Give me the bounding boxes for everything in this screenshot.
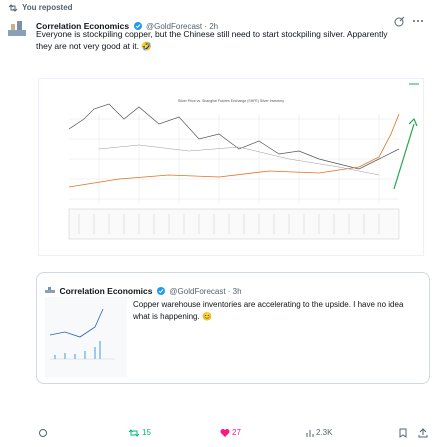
grok-icon[interactable] [393,16,405,28]
verified-badge [133,22,142,30]
quoted-author: Correlation Economics [59,286,153,296]
bookmark-button[interactable] [398,428,408,438]
repost-button[interactable] [128,429,140,437]
tweet-text: Everyone is stockpiling copper, but the … [36,29,388,51]
quoted-text: Copper warehouse inventories are acceler… [133,300,404,321]
more-icon[interactable] [412,18,424,24]
quoted-avatar [45,287,55,293]
views-icon[interactable] [305,428,315,438]
verified-badge [156,287,165,295]
author-name[interactable]: Correlation Economics [36,21,130,31]
repost-label: You reposted [22,3,73,12]
image-title: Silver Price vs. Shanghai Futures Exchan… [177,99,284,103]
quoted-thumbnail [45,297,127,377]
chart-image[interactable]: Silver Price vs. Shanghai Futures Exchan… [38,78,424,256]
action-bar: 15 27 2.3K [0,426,440,442]
author-line: Correlation Economics @GoldForecast · 2h [36,16,218,34]
like-button[interactable] [220,428,230,438]
reply-button[interactable] [38,428,48,438]
quoted-meta: @GoldForecast · 3h [169,287,242,296]
view-count: 2.3K [316,428,333,437]
repost-count: 15 [142,428,151,437]
avatar[interactable] [6,18,28,40]
repost-icon [8,4,18,12]
like-count: 27 [232,428,241,437]
share-button[interactable] [418,428,428,438]
quoted-tweet[interactable]: Correlation Economics @GoldForecast · 3h… [36,272,430,384]
author-meta: @GoldForecast · 2h [145,22,219,31]
quoted-author-line: Correlation Economics @GoldForecast · 3h [45,281,242,299]
chart-graphic [68,83,419,240]
